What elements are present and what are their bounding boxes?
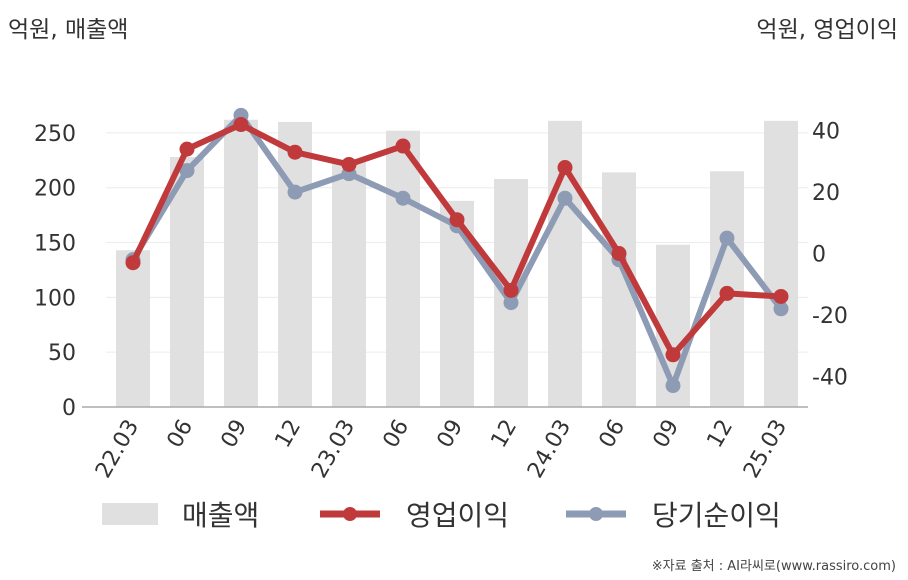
legend-label-net-income: 당기순이익 xyxy=(652,499,781,532)
legend-item-revenue: 매출액 xyxy=(102,494,259,534)
point-net-income xyxy=(179,163,195,179)
point-operating-profit xyxy=(719,285,735,301)
x-tick-label: 23.03 xyxy=(307,416,360,483)
bar-revenue xyxy=(386,130,420,407)
legend-item-net-income: 당기순이익 xyxy=(564,494,781,534)
point-net-income xyxy=(395,190,411,206)
point-operating-profit xyxy=(773,288,789,304)
x-tick-label: 25.03 xyxy=(739,416,792,483)
point-operating-profit xyxy=(179,141,195,157)
point-net-income xyxy=(665,378,681,394)
bar-revenue xyxy=(332,162,366,407)
x-tick-label: 09 xyxy=(217,416,253,453)
point-net-income xyxy=(503,295,519,311)
bar-revenue xyxy=(116,250,150,407)
y-right-tick-label: 20 xyxy=(812,181,840,206)
legend-swatch-net-income xyxy=(566,507,626,521)
x-tick-label: 22.03 xyxy=(91,416,144,483)
point-operating-profit xyxy=(125,255,141,271)
point-operating-profit xyxy=(665,347,681,363)
point-operating-profit xyxy=(233,117,249,133)
point-operating-profit xyxy=(503,282,519,298)
y-left-tick-label: 150 xyxy=(34,232,76,257)
legend-item-operating-profit: 영업이익 xyxy=(318,494,509,534)
right-axis-unit: 억원, 영업이익 xyxy=(756,17,898,43)
x-tick-label: 12 xyxy=(487,416,523,453)
legend-label-revenue: 매출액 xyxy=(182,499,260,532)
point-operating-profit xyxy=(611,246,627,261)
y-left-tick-label: 0 xyxy=(62,396,76,421)
y-right-tick-label: -40 xyxy=(812,365,848,390)
x-tick-label: 09 xyxy=(649,416,685,453)
point-net-income xyxy=(773,301,789,317)
y-right-tick-label: -20 xyxy=(812,304,848,329)
bar-revenue xyxy=(170,157,204,407)
point-operating-profit xyxy=(287,144,303,160)
bar-revenue xyxy=(278,121,312,407)
x-tick-label: 12 xyxy=(703,416,739,453)
left-axis-unit: 억원, 매출액 xyxy=(8,17,129,43)
x-tick-label: 12 xyxy=(271,416,307,453)
legend-swatch-operating-profit xyxy=(320,507,380,521)
point-net-income xyxy=(719,230,735,246)
point-net-income xyxy=(557,190,573,206)
x-tick-label: 06 xyxy=(163,416,199,453)
legend-label-operating-profit: 영업이익 xyxy=(406,499,510,532)
y-right-tick-label: 40 xyxy=(812,120,840,145)
y-right-tick-label: 0 xyxy=(812,243,826,268)
bar-revenue xyxy=(764,120,798,407)
point-operating-profit xyxy=(395,138,411,154)
legend-swatch-revenue xyxy=(102,503,158,525)
y-left-tick-label: 200 xyxy=(34,177,76,202)
y-left-tick-label: 100 xyxy=(34,286,76,311)
x-tick-label: 09 xyxy=(433,416,469,453)
y-left-tick-label: 250 xyxy=(34,122,76,147)
source-note: ※자료 출처 : AI라씨로(www.rassiro.com) xyxy=(651,559,896,574)
point-net-income xyxy=(287,184,303,200)
x-tick-label: 24.03 xyxy=(523,416,576,483)
x-tick-label: 06 xyxy=(595,416,631,453)
x-tick-label: 06 xyxy=(379,416,415,453)
bar-revenue xyxy=(224,119,258,407)
point-operating-profit xyxy=(557,160,573,176)
point-operating-profit xyxy=(449,212,465,228)
y-left-tick-label: 50 xyxy=(48,341,76,366)
point-operating-profit xyxy=(341,156,357,172)
